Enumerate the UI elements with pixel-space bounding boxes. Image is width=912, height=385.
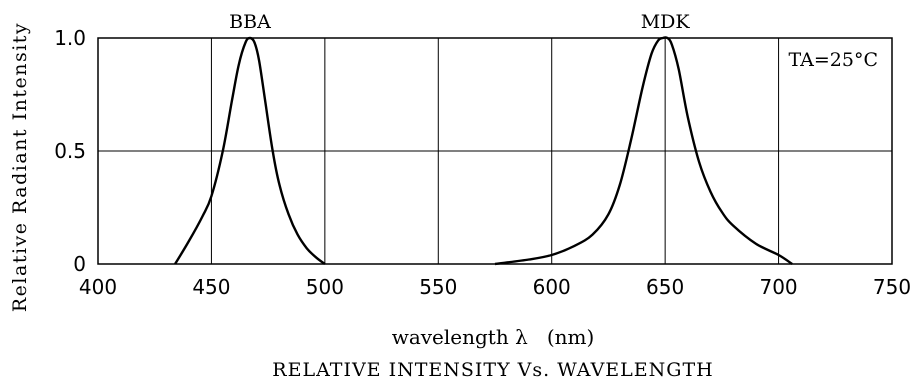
x-tick-label: 400 bbox=[79, 275, 117, 299]
grid bbox=[98, 38, 892, 264]
series-line-bba bbox=[174, 36, 326, 265]
x-tick-label: 550 bbox=[419, 275, 457, 299]
x-axis-label: wavelength λ (nm) bbox=[392, 325, 595, 349]
y-tick-label: 0.5 bbox=[54, 139, 86, 163]
x-tick-label: 700 bbox=[759, 275, 797, 299]
x-tick-label: 600 bbox=[533, 275, 571, 299]
series-labels: BBA MDK bbox=[229, 11, 690, 33]
temperature-annotation: TA=25°C bbox=[789, 49, 879, 71]
x-tick-label: 750 bbox=[873, 275, 911, 299]
y-tick-labels: 0 0.5 1.0 bbox=[54, 26, 86, 276]
x-tick-labels: 400 450 500 550 600 650 700 750 bbox=[79, 275, 911, 299]
series-line-mdk bbox=[494, 36, 793, 266]
y-tick-label: 1.0 bbox=[54, 26, 86, 50]
chart-title: RELATIVE INTENSITY Vs. WAVELENGTH bbox=[272, 359, 713, 381]
series-label-bba: BBA bbox=[229, 11, 271, 33]
x-tick-label: 500 bbox=[306, 275, 344, 299]
series-layer bbox=[174, 36, 793, 266]
series-label-mdk: MDK bbox=[641, 11, 691, 33]
y-tick-label: 0 bbox=[73, 252, 86, 276]
x-tick-label: 650 bbox=[646, 275, 684, 299]
x-tick-label: 450 bbox=[192, 275, 230, 299]
y-axis-label: Relative Radiant Intensity bbox=[9, 22, 31, 312]
